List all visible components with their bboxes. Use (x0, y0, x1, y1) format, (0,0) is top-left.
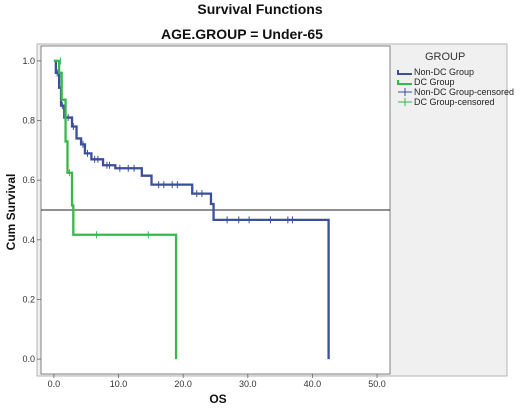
legend-swatch (397, 80, 412, 85)
y-tick-label: 0.6 (22, 175, 35, 185)
x-tick-label: 30.0 (239, 379, 257, 389)
x-tick-label: 50.0 (368, 379, 386, 389)
x-tick-label: 0.0 (48, 379, 61, 389)
legend-entry-label: DC Group-censored (414, 97, 495, 107)
x-tick-label: 40.0 (304, 379, 322, 389)
y-axis-label: Cum Survival (4, 174, 18, 251)
legend-entry-label: Non-DC Group (414, 67, 474, 77)
x-axis-label: OS (209, 392, 226, 406)
series-line-dc (53, 59, 178, 360)
chart-subtitle: AGE.GROUP = Under-65 (161, 26, 323, 42)
chart-title: Survival Functions (197, 1, 322, 17)
y-tick-label: 0.8 (22, 116, 35, 126)
series-group (53, 57, 330, 360)
y-tick-label: 1.0 (22, 56, 35, 66)
y-tick-label: 0.2 (22, 294, 35, 304)
y-tick-label: 0.4 (22, 235, 35, 245)
legend-title: GROUP (425, 51, 465, 63)
legend-swatch (397, 70, 412, 75)
legend-entry-label: DC Group (414, 77, 455, 87)
x-tick-label: 10.0 (110, 379, 128, 389)
y-tick-label: 0.0 (22, 354, 35, 364)
x-tick-label: 20.0 (174, 379, 192, 389)
legend-entry-label: Non-DC Group-censored (414, 87, 514, 97)
axis-ticks: 0.0 10.0 20.0 30.0 40.0 50.0 0.0 0.2 0.4 0.6 0.8 1.… (22, 56, 385, 389)
